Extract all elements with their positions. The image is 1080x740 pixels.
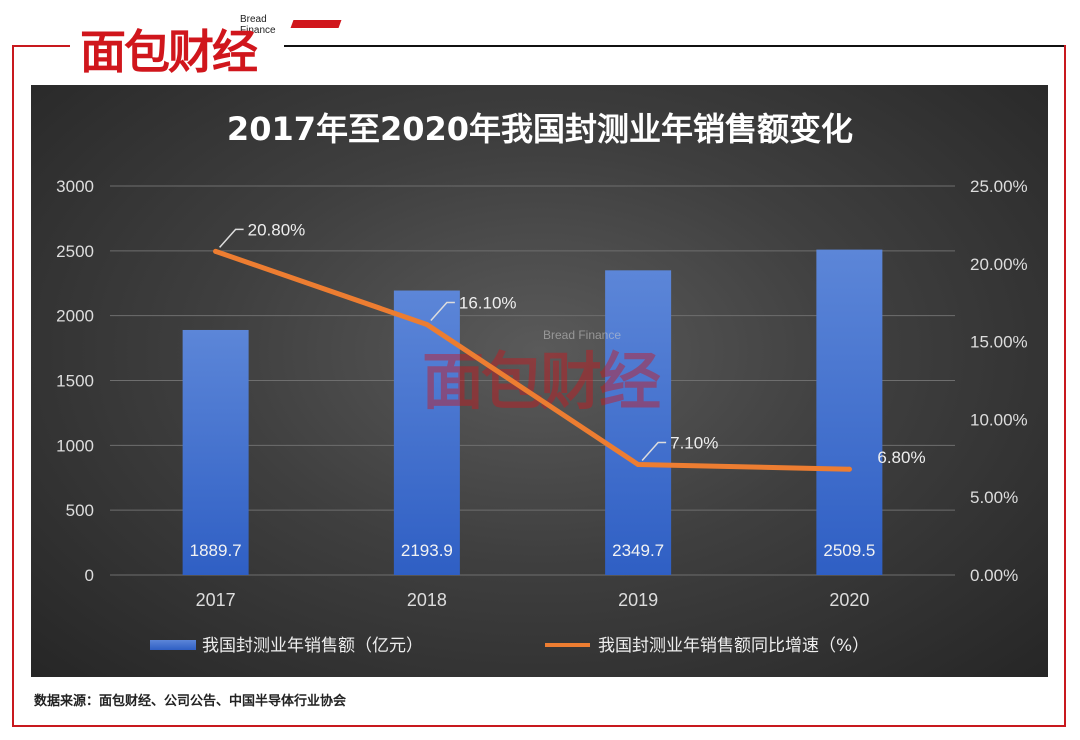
watermark: 面包财经 Bread Finance [422, 328, 664, 418]
x-tick-label: 2018 [407, 590, 447, 610]
line-series [213, 248, 852, 472]
left-tick-label: 2500 [56, 242, 94, 261]
bar [816, 249, 883, 575]
right-tick-label: 25.00% [970, 177, 1028, 196]
bar-value-label: 1889.7 [190, 541, 242, 560]
left-tick-label: 500 [66, 501, 94, 520]
x-tick-label: 2020 [829, 590, 869, 610]
left-axis-ticks: 0 500 1000 1500 2000 2500 3000 [56, 177, 94, 585]
legend-bar-label: 我国封测业年销售额（亿元） [202, 636, 423, 656]
bar [393, 290, 460, 575]
frame-bottom-red [12, 725, 1066, 727]
right-tick-label: 20.00% [970, 255, 1028, 274]
right-tick-label: 5.00% [970, 488, 1018, 507]
line-value-label: 16.10% [459, 293, 517, 312]
line-point [635, 462, 641, 468]
leader-line [430, 301, 455, 321]
legend: 我国封测业年销售额（亿元） 我国封测业年销售额同比增速（%） [150, 636, 869, 656]
right-axis-ticks: 0.00% 5.00% 10.00% 15.00% 20.00% 25.00% [970, 177, 1028, 585]
frame-top-left-red [12, 45, 70, 47]
x-axis-ticks: 2017 2018 2019 2020 [196, 590, 870, 610]
legend-line-label: 我国封测业年销售额同比增速（%） [598, 636, 869, 656]
bar-series [182, 249, 883, 575]
bar [182, 329, 249, 575]
left-tick-label: 1000 [56, 436, 94, 455]
bar-value-label: 2509.5 [823, 541, 875, 560]
data-source-note: 数据来源：面包财经、公司公告、中国半导体行业协会 [34, 694, 347, 709]
frame-top-black [284, 45, 1066, 47]
right-tick-label: 15.00% [970, 333, 1028, 352]
frame-right-red [1064, 45, 1066, 727]
line-point [846, 466, 852, 472]
line-value-label: 20.80% [248, 220, 306, 239]
watermark-text: 面包财经 [422, 345, 661, 418]
logo-text: 面包财经 [80, 25, 258, 79]
left-tick-label: 1500 [56, 372, 94, 391]
x-tick-label: 2017 [196, 590, 236, 610]
right-tick-label: 10.00% [970, 410, 1028, 429]
watermark-subtitle: Bread Finance [543, 328, 621, 342]
logo-subtitle: Bread Finance [240, 14, 276, 36]
left-tick-label: 0 [85, 566, 94, 585]
line-value-label: 7.10% [670, 434, 718, 453]
left-tick-label: 2000 [56, 307, 94, 326]
x-tick-label: 2019 [618, 590, 658, 610]
line-data-labels: 20.80% 16.10% 7.10% 6.80% [219, 220, 926, 467]
leader-line [219, 228, 244, 248]
frame-left-red [12, 45, 14, 727]
series-line [213, 248, 852, 472]
bar-value-label: 2349.7 [612, 541, 664, 560]
bar-data-labels: 1889.7 2193.9 2349.7 2509.5 [190, 541, 876, 560]
left-tick-label: 3000 [56, 177, 94, 196]
bar-value-label: 2193.9 [401, 541, 453, 560]
brand-logo: Bread Finance 面包财经 [66, 6, 342, 79]
gridlines [110, 185, 955, 576]
chart-title: 2017年至2020年我国封测业年销售额变化 [227, 110, 853, 148]
bar [605, 270, 672, 575]
right-tick-label: 0.00% [970, 566, 1018, 585]
line-point [424, 321, 430, 327]
leader-line [641, 441, 667, 462]
line-point [213, 248, 219, 254]
legend-bar-swatch [150, 640, 196, 650]
line-value-label: 6.80% [877, 448, 925, 467]
